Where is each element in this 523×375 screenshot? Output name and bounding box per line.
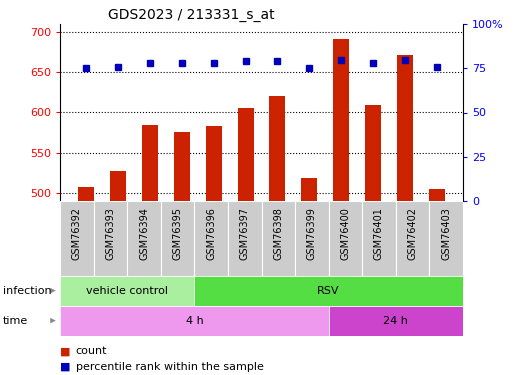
Bar xyxy=(60,306,328,336)
Bar xyxy=(269,96,286,201)
Text: GSM76402: GSM76402 xyxy=(407,207,417,260)
Text: GSM76396: GSM76396 xyxy=(206,207,216,260)
Bar xyxy=(94,201,127,276)
Bar xyxy=(397,55,413,201)
Text: GSM76398: GSM76398 xyxy=(274,207,283,260)
Bar xyxy=(365,105,381,201)
Bar xyxy=(262,201,295,276)
Bar xyxy=(206,126,222,201)
Text: 24 h: 24 h xyxy=(383,316,408,326)
Bar xyxy=(328,201,362,276)
Text: GSM76393: GSM76393 xyxy=(106,207,116,260)
Bar xyxy=(228,201,262,276)
Bar xyxy=(301,178,317,201)
Bar xyxy=(333,39,349,201)
Bar xyxy=(429,201,463,276)
Bar xyxy=(195,201,228,276)
Bar xyxy=(195,276,463,306)
Bar xyxy=(237,108,254,201)
Bar xyxy=(396,201,429,276)
Bar xyxy=(60,201,94,276)
Bar xyxy=(142,125,158,201)
Text: GSM76400: GSM76400 xyxy=(340,207,350,260)
Bar xyxy=(161,201,195,276)
Text: GSM76401: GSM76401 xyxy=(374,207,384,260)
Text: ■: ■ xyxy=(60,362,71,372)
Bar xyxy=(328,306,463,336)
Bar xyxy=(429,189,445,201)
Text: RSV: RSV xyxy=(317,286,340,296)
Text: percentile rank within the sample: percentile rank within the sample xyxy=(76,362,264,372)
Text: count: count xyxy=(76,346,107,356)
Text: vehicle control: vehicle control xyxy=(86,286,168,296)
Bar xyxy=(127,201,161,276)
Text: GSM76395: GSM76395 xyxy=(173,207,183,260)
Text: infection: infection xyxy=(3,286,51,296)
Text: ■: ■ xyxy=(60,346,71,356)
Text: GSM76394: GSM76394 xyxy=(139,207,149,260)
Text: GSM76399: GSM76399 xyxy=(307,207,317,260)
Text: time: time xyxy=(3,316,28,326)
Bar xyxy=(362,201,396,276)
Text: GSM76403: GSM76403 xyxy=(441,207,451,260)
Text: GDS2023 / 213331_s_at: GDS2023 / 213331_s_at xyxy=(108,8,275,22)
Bar xyxy=(174,132,190,201)
Bar xyxy=(110,171,126,201)
Text: GSM76397: GSM76397 xyxy=(240,207,249,260)
Bar xyxy=(60,276,195,306)
Bar xyxy=(295,201,328,276)
Text: GSM76392: GSM76392 xyxy=(72,207,82,260)
Text: 4 h: 4 h xyxy=(186,316,203,326)
Bar xyxy=(78,187,94,201)
